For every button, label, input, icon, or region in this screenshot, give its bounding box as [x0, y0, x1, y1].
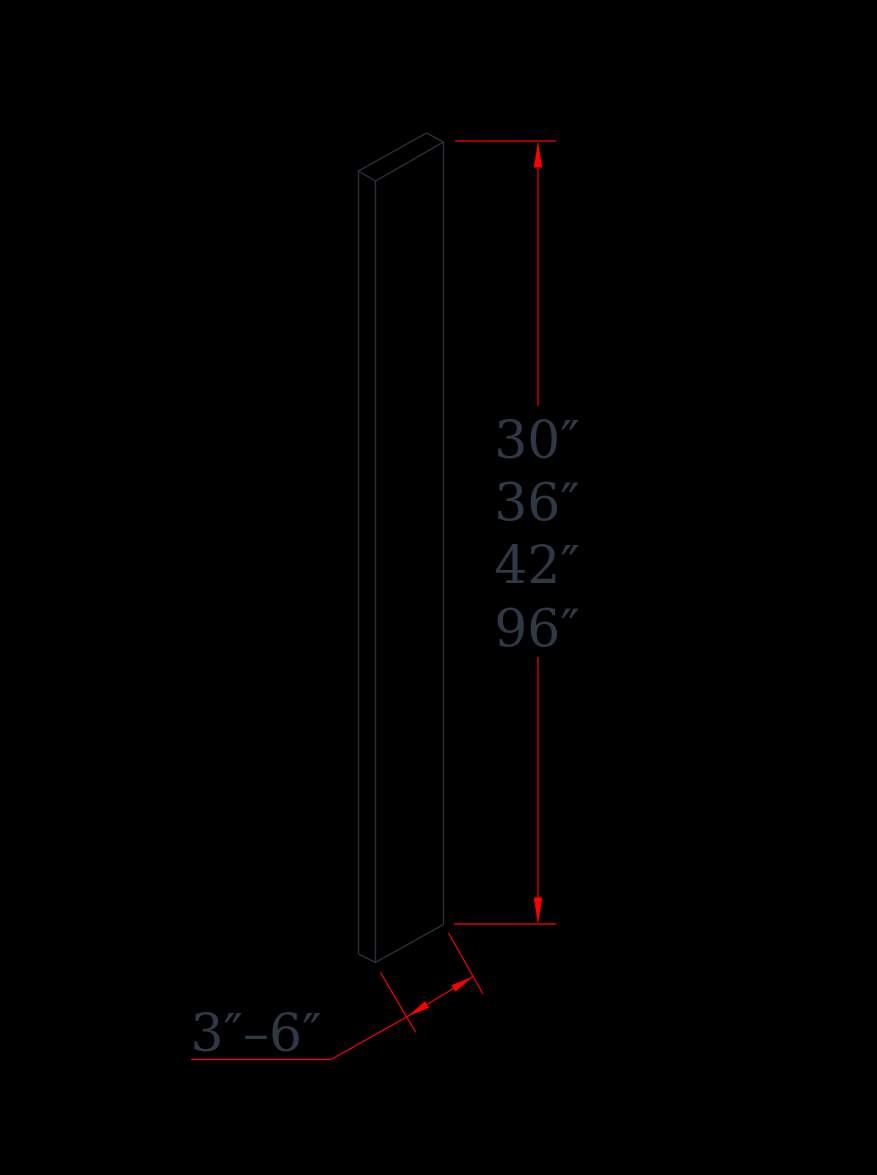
- panel-top-face: [357, 132, 445, 182]
- panel-bottom-edges: [358, 923, 444, 964]
- arrowhead-up-icon: [533, 141, 543, 168]
- height-label-30: 30″: [494, 411, 580, 471]
- width-range-label: 3″–6″: [190, 1004, 321, 1064]
- arrowhead-down-icon: [533, 897, 543, 924]
- arrowhead-lower-left-icon: [407, 1001, 430, 1017]
- height-dimension-arrowheads: [533, 141, 543, 924]
- arrowhead-upper-right-icon: [451, 976, 473, 992]
- height-label-96: 96″: [494, 600, 580, 660]
- width-dimension-arrowheads: [407, 976, 473, 1017]
- height-dimension-lines: [454, 140, 556, 925]
- height-label-36: 36″: [494, 474, 580, 534]
- dimension-labels: 30″ 36″ 42″ 96″ 3″–6″: [190, 411, 579, 1064]
- width-extension-line-left: [379, 972, 417, 1033]
- width-label-leader-line: [330, 1015, 408, 1061]
- height-label-42: 42″: [494, 536, 580, 596]
- width-extension-line-right: [447, 932, 484, 995]
- filler-panel-outline: [357, 132, 445, 964]
